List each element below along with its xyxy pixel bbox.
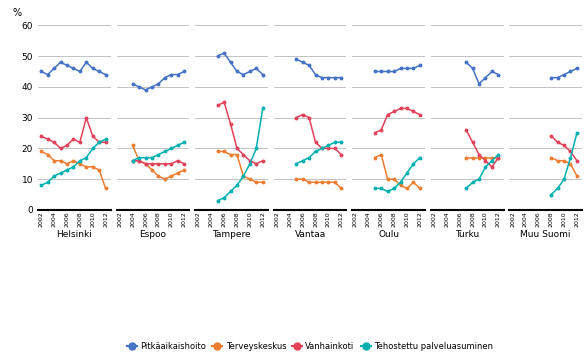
- Text: %: %: [12, 8, 22, 18]
- X-axis label: Turku: Turku: [455, 230, 479, 239]
- X-axis label: Tampere: Tampere: [212, 230, 251, 239]
- X-axis label: Helsinki: Helsinki: [57, 230, 92, 239]
- Legend: Pitkäaikaishoito, Terveyskeskus, Vanhainkoti, Tehostettu palveluasuminen: Pitkäaikaishoito, Terveyskeskus, Vanhain…: [124, 338, 496, 354]
- X-axis label: Espoo: Espoo: [139, 230, 167, 239]
- X-axis label: Vantaa: Vantaa: [294, 230, 326, 239]
- X-axis label: Oulu: Oulu: [378, 230, 399, 239]
- X-axis label: Muu Suomi: Muu Suomi: [521, 230, 571, 239]
